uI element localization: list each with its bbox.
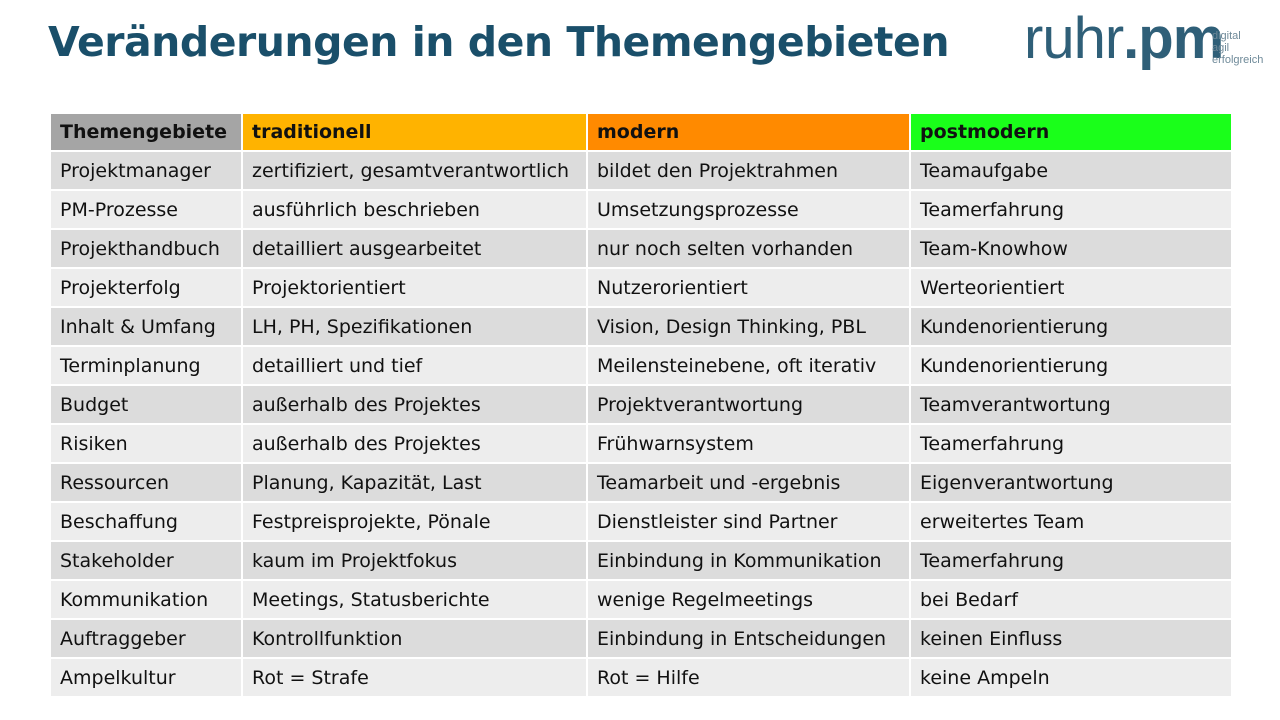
cell-modern: Nutzerorientiert [586,267,911,308]
logo-tagline-line: agil [1212,42,1230,54]
cell-traditionell: detailliert ausgearbeitet [241,228,588,269]
cell-postmodern: Teamverantwortung [909,384,1233,425]
header-modern: modern [586,112,911,152]
cell-traditionell: kaum im Projektfokus [241,540,588,581]
cell-postmodern: bei Bedarf [909,579,1233,620]
cell-traditionell: Meetings, Statusberichte [241,579,588,620]
cell-modern: Vision, Design Thinking, PBL [586,306,911,347]
cell-themengebiet: Kommunikation [49,579,243,620]
table-row: Beschaffung Festpreisprojekte, Pönale Dien… [49,501,1233,542]
cell-traditionell: zertifiziert, gesamtverantwortlich [241,150,588,191]
cell-themengebiet: Budget [49,384,243,425]
header-postmodern: postmodern [909,112,1233,152]
cell-modern: bildet den Projektrahmen [586,150,911,191]
logo-wordmark: ruhr.pm [1024,10,1224,68]
cell-traditionell: Projektorientiert [241,267,588,308]
page-title: Veränderungen in den Themengebieten [48,18,950,66]
logo-tagline-line: erfolgreich [1212,54,1264,66]
cell-themengebiet: Projekthandbuch [49,228,243,269]
cell-themengebiet: Projekterfolg [49,267,243,308]
cell-traditionell: Festpreisprojekte, Pönale [241,501,588,542]
table-row: Auftraggeber Kontrollfunktion Einbindung i… [49,618,1233,659]
cell-themengebiet: Auftraggeber [49,618,243,659]
cell-postmodern: Team-Knowhow [909,228,1233,269]
cell-traditionell: Rot = Strafe [241,657,588,698]
cell-themengebiet: Projektmanager [49,150,243,191]
cell-traditionell: LH, PH, Spezifikationen [241,306,588,347]
table-header-row: Themengebiete traditionell modern postmo… [49,112,1233,152]
table-row: Terminplanung detailliert und tief Meilens… [49,345,1233,386]
header-traditionell: traditionell [241,112,588,152]
cell-postmodern: Werteorientiert [909,267,1233,308]
table-row: Kommunikation Meetings, Statusberichte wen… [49,579,1233,620]
cell-themengebiet: Terminplanung [49,345,243,386]
logo-tagline: digital agil erfolgreich [1212,30,1263,66]
logo-text-dot: . [1123,6,1139,71]
cell-postmodern: Kundenorientierung [909,345,1233,386]
cell-themengebiet: Ressourcen [49,462,243,503]
cell-postmodern: Teamaufgabe [909,150,1233,191]
table-row: Ressourcen Planung, Kapazität, Last Teamar… [49,462,1233,503]
table-row: Risiken außerhalb des Projektes Frühwarnsy… [49,423,1233,464]
cell-traditionell: ausführlich beschrieben [241,189,588,230]
table-body: Projektmanager zertifiziert, gesamtverant… [49,150,1233,698]
cell-themengebiet: Risiken [49,423,243,464]
table-row: Budget außerhalb des Projektes Projektvera… [49,384,1233,425]
table-row: Inhalt & Umfang LH, PH, Spezifikationen Vi… [49,306,1233,347]
cell-modern: Rot = Hilfe [586,657,911,698]
logo-text-pm: pm [1138,6,1224,71]
cell-modern: Einbindung in Entscheidungen [586,618,911,659]
cell-modern: Einbindung in Kommunikation [586,540,911,581]
cell-traditionell: außerhalb des Projektes [241,423,588,464]
cell-themengebiet: Ampelkultur [49,657,243,698]
cell-traditionell: Planung, Kapazität, Last [241,462,588,503]
header-themengebiete: Themengebiete [49,112,243,152]
table-row: Ampelkultur Rot = Strafe Rot = Hilfe keine … [49,657,1233,698]
cell-modern: wenige Regelmeetings [586,579,911,620]
cell-modern: nur noch selten vorhanden [586,228,911,269]
cell-themengebiet: Inhalt & Umfang [49,306,243,347]
cell-traditionell: außerhalb des Projektes [241,384,588,425]
table-row: Stakeholder kaum im Projektfokus Einbindun… [49,540,1233,581]
cell-postmodern: Kundenorientierung [909,306,1233,347]
table-row: PM-Prozesse ausführlich beschrieben Umsetz… [49,189,1233,230]
cell-themengebiet: PM-Prozesse [49,189,243,230]
cell-postmodern: Teamerfahrung [909,423,1233,464]
cell-postmodern: keinen Einfluss [909,618,1233,659]
cell-modern: Frühwarnsystem [586,423,911,464]
table-row: Projektmanager zertifiziert, gesamtverant… [49,150,1233,191]
cell-postmodern: Teamerfahrung [909,540,1233,581]
cell-traditionell: Kontrollfunktion [241,618,588,659]
cell-postmodern: keine Ampeln [909,657,1233,698]
cell-themengebiet: Stakeholder [49,540,243,581]
logo-tagline-line: digital [1212,30,1241,42]
cell-themengebiet: Beschaffung [49,501,243,542]
logo-text-ruhr: ruhr [1024,6,1124,71]
table-row: Projekterfolg Projektorientiert Nutzerorie… [49,267,1233,308]
cell-modern: Meilensteinebene, oft iterativ [586,345,911,386]
cell-modern: Umsetzungsprozesse [586,189,911,230]
cell-modern: Teamarbeit und -ergebnis [586,462,911,503]
themes-comparison-table: Themengebiete traditionell modern postmo… [49,112,1233,698]
ruhr-pm-logo: ruhr.pm digital agil erfolgreich [1024,4,1274,94]
cell-modern: Dienstleister sind Partner [586,501,911,542]
table-row: Projekthandbuch detailliert ausgearbeitet… [49,228,1233,269]
cell-postmodern: erweitertes Team [909,501,1233,542]
cell-traditionell: detailliert und tief [241,345,588,386]
cell-postmodern: Eigenverantwortung [909,462,1233,503]
cell-postmodern: Teamerfahrung [909,189,1233,230]
cell-modern: Projektverantwortung [586,384,911,425]
